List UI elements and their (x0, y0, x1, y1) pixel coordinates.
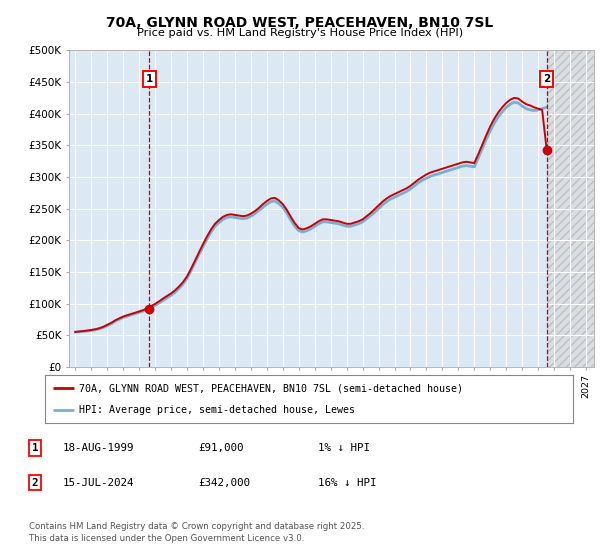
Text: Price paid vs. HM Land Registry's House Price Index (HPI): Price paid vs. HM Land Registry's House … (137, 28, 463, 38)
Text: 70A, GLYNN ROAD WEST, PEACEHAVEN, BN10 7SL: 70A, GLYNN ROAD WEST, PEACEHAVEN, BN10 7… (106, 16, 494, 30)
Text: 18-AUG-1999: 18-AUG-1999 (63, 443, 134, 453)
Text: Contains HM Land Registry data © Crown copyright and database right 2025.
This d: Contains HM Land Registry data © Crown c… (29, 522, 364, 543)
Text: 70A, GLYNN ROAD WEST, PEACEHAVEN, BN10 7SL (semi-detached house): 70A, GLYNN ROAD WEST, PEACEHAVEN, BN10 7… (79, 383, 463, 393)
Text: 2: 2 (543, 74, 550, 84)
Text: 2: 2 (32, 478, 38, 488)
Text: 1% ↓ HPI: 1% ↓ HPI (318, 443, 370, 453)
Text: HPI: Average price, semi-detached house, Lewes: HPI: Average price, semi-detached house,… (79, 405, 355, 415)
Bar (547, 50, 594, 367)
Text: 15-JUL-2024: 15-JUL-2024 (63, 478, 134, 488)
Text: 1: 1 (32, 443, 38, 453)
Text: £91,000: £91,000 (198, 443, 244, 453)
Text: £342,000: £342,000 (198, 478, 250, 488)
Text: 1: 1 (145, 74, 153, 84)
Text: 16% ↓ HPI: 16% ↓ HPI (318, 478, 377, 488)
